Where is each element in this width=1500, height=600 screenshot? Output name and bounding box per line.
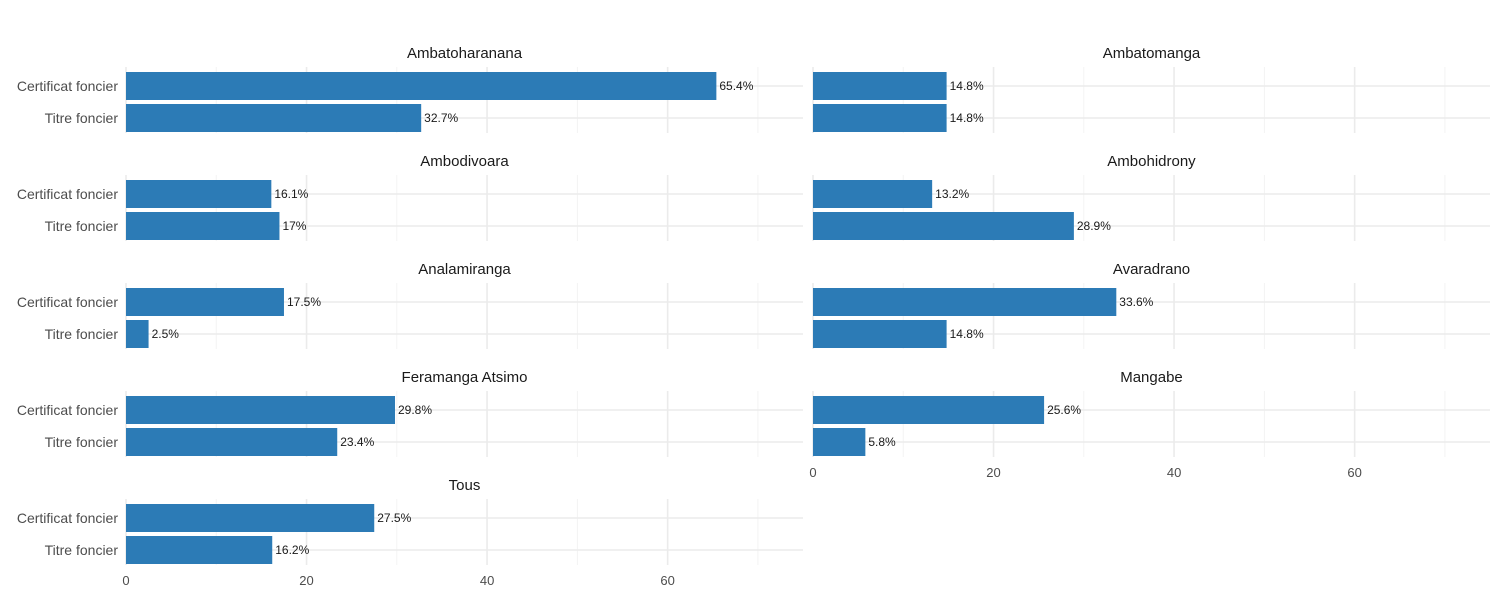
bar	[126, 320, 149, 348]
bar-value-label: 16.1%	[274, 187, 308, 201]
bar-value-label: 32.7%	[424, 111, 458, 125]
x-tick-label: 0	[122, 573, 129, 588]
bar	[813, 212, 1074, 240]
facet-title: Ambatoharanana	[407, 45, 523, 62]
x-tick-label: 20	[986, 465, 1000, 480]
bar-value-label: 2.5%	[152, 327, 180, 341]
bar	[126, 72, 717, 100]
facet-title: Feramanga Atsimo	[402, 369, 528, 386]
bar	[126, 180, 272, 208]
category-label: Titre foncier	[45, 110, 119, 126]
bar-value-label: 29.8%	[398, 403, 432, 417]
bar-value-label: 17%	[282, 219, 306, 233]
bar	[813, 180, 933, 208]
bar-value-label: 65.4%	[719, 79, 753, 93]
x-tick-label: 20	[299, 573, 313, 588]
category-label: Titre foncier	[45, 434, 119, 450]
bar	[126, 536, 273, 564]
facet-title: Analamiranga	[418, 261, 511, 278]
category-label: Certificat foncier	[17, 78, 118, 94]
bar	[813, 396, 1045, 424]
bar-value-label: 23.4%	[340, 435, 374, 449]
bar-value-label: 14.8%	[950, 111, 984, 125]
facet-title: Ambohidrony	[1107, 153, 1196, 170]
facet-title: Ambatomanga	[1103, 45, 1201, 62]
bar	[126, 288, 284, 316]
bar-value-label: 28.9%	[1077, 219, 1111, 233]
bar-value-label: 14.8%	[950, 79, 984, 93]
category-label: Titre foncier	[45, 218, 119, 234]
bar-value-label: 13.2%	[935, 187, 969, 201]
bar	[813, 72, 947, 100]
facet-title: Avaradrano	[1113, 261, 1190, 278]
bar-value-label: 14.8%	[950, 327, 984, 341]
bar	[126, 504, 375, 532]
bar	[813, 104, 947, 132]
bar	[126, 428, 338, 456]
x-tick-label: 0	[809, 465, 816, 480]
category-label: Titre foncier	[45, 542, 119, 558]
bar	[813, 288, 1117, 316]
facet-title: Ambodivoara	[420, 153, 509, 170]
x-tick-label: 60	[660, 573, 674, 588]
bar	[813, 428, 866, 456]
category-label: Certificat foncier	[17, 186, 118, 202]
bar-value-label: 25.6%	[1047, 403, 1081, 417]
category-label: Certificat foncier	[17, 294, 118, 310]
bar-value-label: 16.2%	[275, 543, 309, 557]
x-tick-label: 60	[1347, 465, 1361, 480]
category-label: Certificat foncier	[17, 510, 118, 526]
x-tick-label: 40	[1167, 465, 1181, 480]
bar	[813, 320, 947, 348]
bar	[126, 212, 280, 240]
category-label: Titre foncier	[45, 326, 119, 342]
bar-value-label: 5.8%	[868, 435, 896, 449]
bar	[126, 396, 396, 424]
bar-value-label: 17.5%	[287, 295, 321, 309]
category-label: Certificat foncier	[17, 402, 118, 418]
bar-value-label: 27.5%	[377, 511, 411, 525]
facet-title: Tous	[449, 477, 481, 494]
facet-title: Mangabe	[1120, 369, 1183, 386]
bar-value-label: 33.6%	[1119, 295, 1153, 309]
bar	[126, 104, 422, 132]
x-tick-label: 40	[480, 573, 494, 588]
